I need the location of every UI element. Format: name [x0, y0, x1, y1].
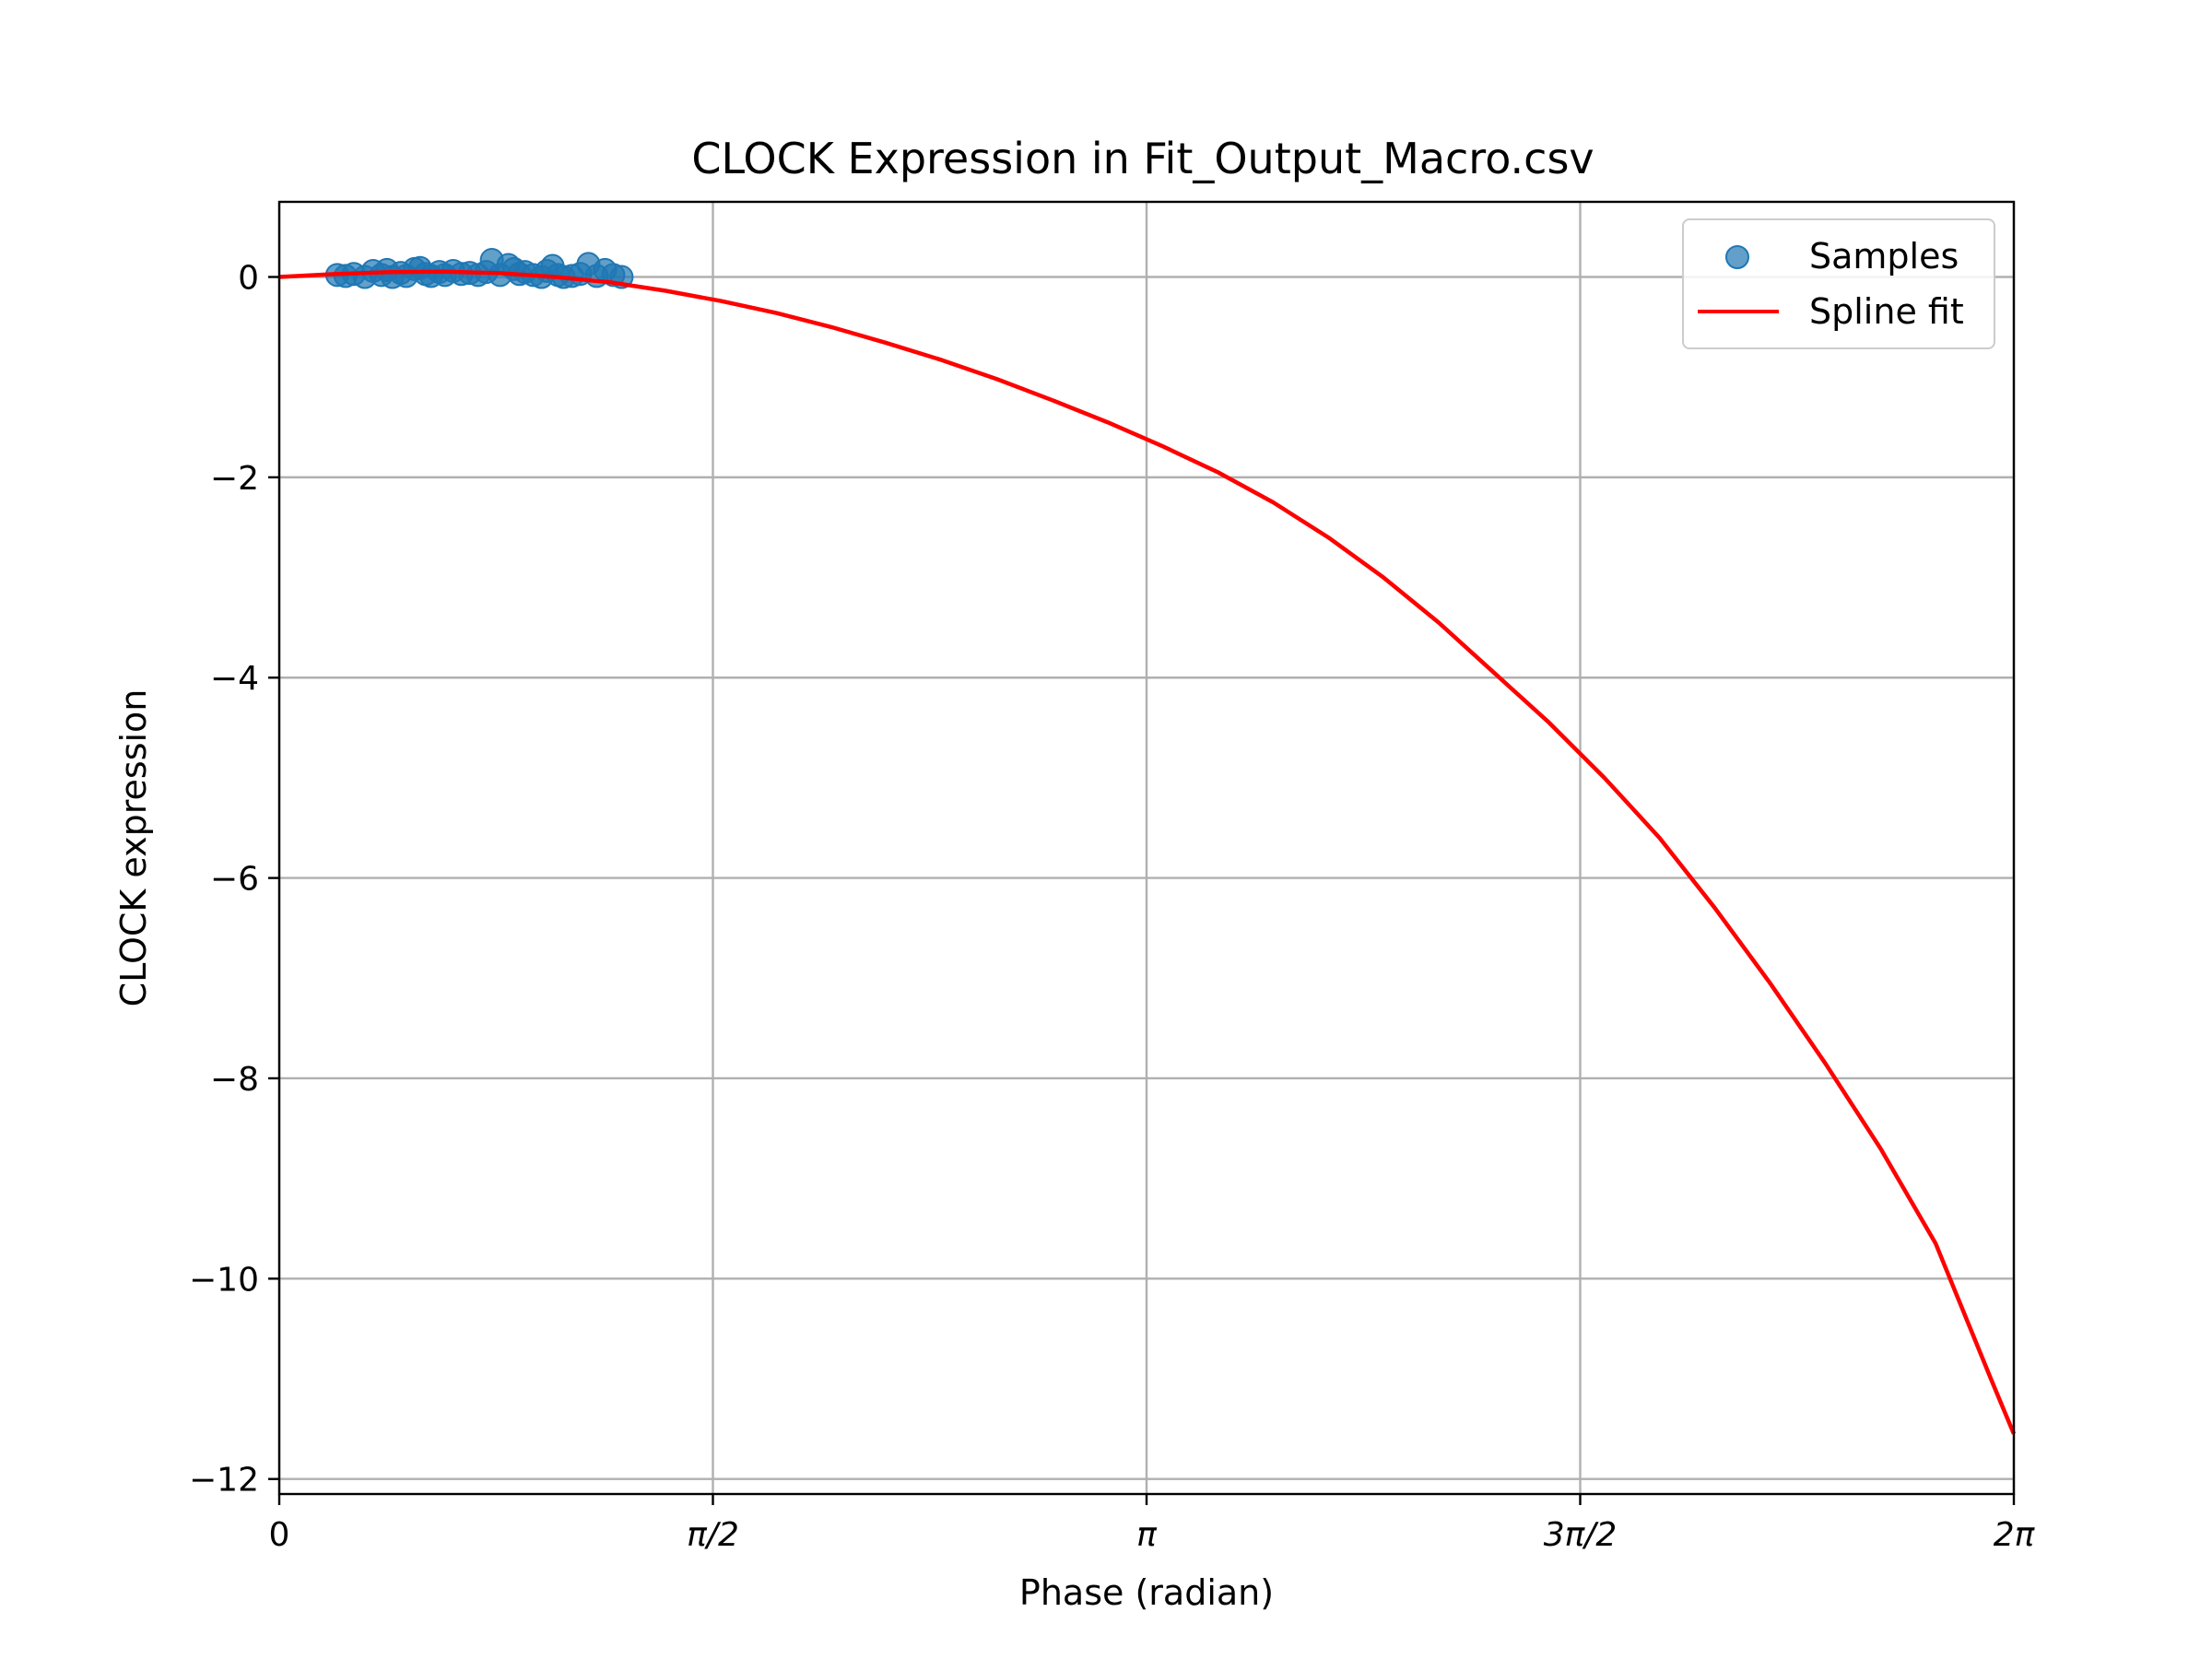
grid-lines: [277, 202, 2016, 1494]
legend-samples-label: Samples: [1809, 236, 1959, 276]
y-tick-label: −4: [210, 660, 259, 698]
y-tick-label: −12: [189, 1462, 259, 1500]
x-tick-label: 2π: [1994, 1516, 2036, 1554]
plot-frame: [277, 200, 2016, 1496]
legend-samples-marker: [1725, 245, 1749, 269]
legend-frame: [1682, 218, 1995, 349]
y-tick-label: −8: [210, 1061, 259, 1099]
y-axis-label: CLOCK expression: [113, 689, 154, 1007]
x-axis-label: Phase (radian): [1019, 1572, 1274, 1613]
y-tick-label: −2: [210, 460, 259, 498]
spline-fit-line: [278, 269, 2017, 1435]
chart-title: CLOCK Expression in Fit_Output_Macro.csv: [691, 134, 1594, 183]
x-tick-label: π/2: [687, 1516, 739, 1554]
y-tick-label: −10: [189, 1261, 259, 1299]
y-tick-label: 0: [238, 260, 259, 298]
x-tick-label: π: [1136, 1516, 1158, 1554]
x-tick-label: 0: [269, 1516, 290, 1554]
legend: Samples Spline fit: [1682, 218, 1995, 349]
y-tick-label: −6: [210, 861, 259, 899]
x-tick-label: 3π/2: [1544, 1516, 1618, 1554]
plot-data: [278, 248, 2017, 1435]
axis-ticks: 0 π/2 π 3π/2 2π 0 −2 −4 −6 −8 −10 −12: [189, 260, 2036, 1554]
legend-spline-label: Spline fit: [1809, 291, 1964, 332]
